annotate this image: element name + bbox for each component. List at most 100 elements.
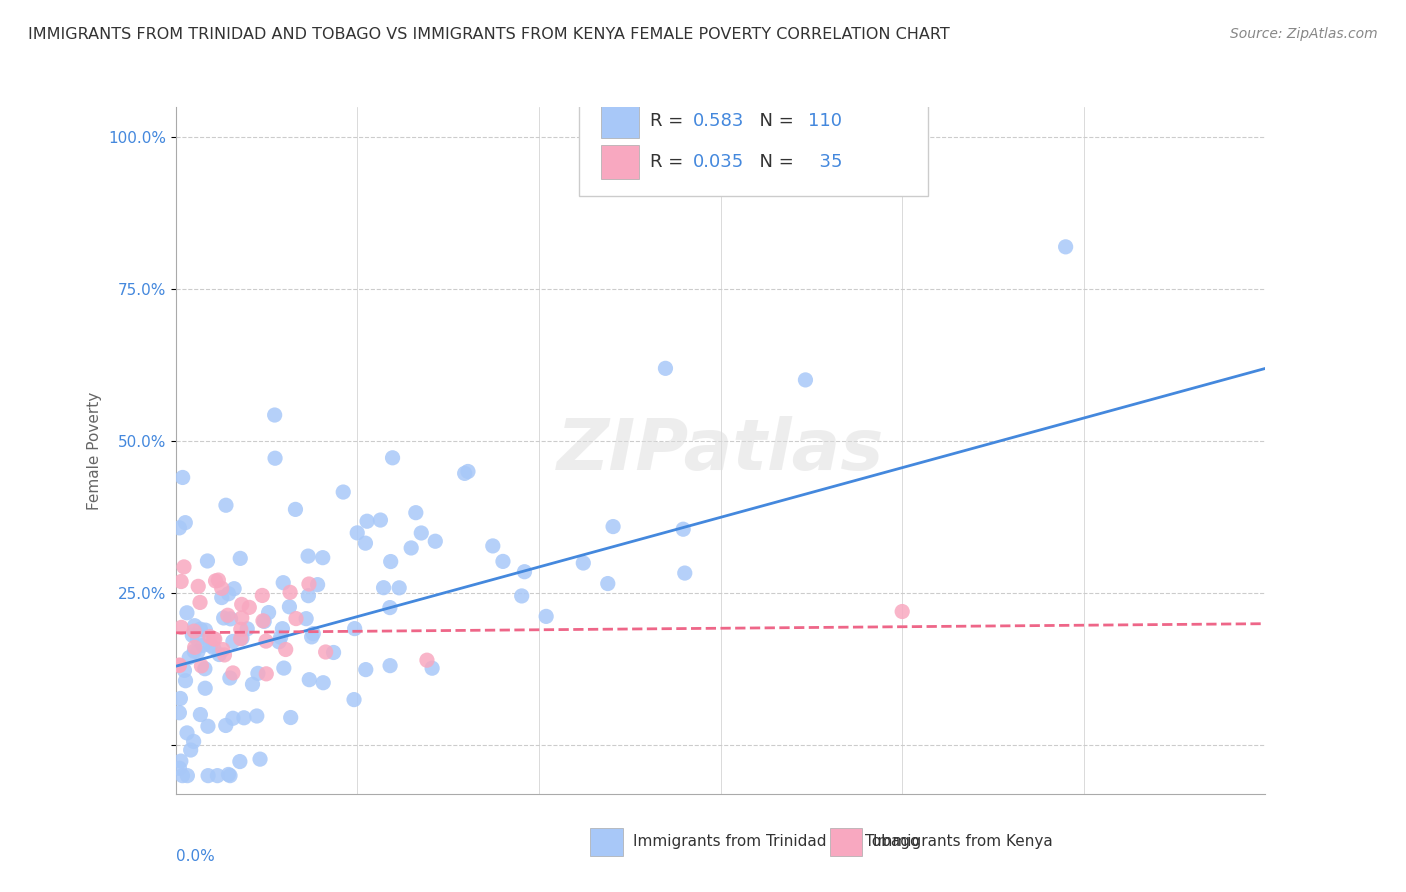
Point bbox=[246, 709, 269, 723]
Point bbox=[190, 659, 212, 673]
Point bbox=[891, 605, 914, 619]
Point bbox=[211, 582, 233, 596]
Point bbox=[231, 631, 253, 645]
Point bbox=[208, 648, 231, 662]
Point bbox=[207, 769, 229, 783]
Point bbox=[373, 581, 395, 595]
Text: IMMIGRANTS FROM TRINIDAD AND TOBAGO VS IMMIGRANTS FROM KENYA FEMALE POVERTY CORR: IMMIGRANTS FROM TRINIDAD AND TOBAGO VS I… bbox=[28, 27, 950, 42]
Point bbox=[176, 769, 198, 783]
Text: 0.0%: 0.0% bbox=[176, 849, 215, 863]
Point bbox=[513, 565, 536, 579]
Point bbox=[222, 711, 245, 725]
Point bbox=[183, 640, 205, 655]
Point bbox=[510, 589, 533, 603]
Point bbox=[356, 514, 378, 528]
Text: Immigrants from Trinidad and Tobago: Immigrants from Trinidad and Tobago bbox=[633, 834, 920, 849]
Point bbox=[231, 598, 253, 612]
Point bbox=[174, 516, 197, 530]
Point bbox=[257, 606, 280, 620]
FancyBboxPatch shape bbox=[600, 145, 638, 179]
Point bbox=[602, 519, 624, 533]
Point bbox=[231, 611, 253, 625]
Point bbox=[187, 632, 209, 647]
Point bbox=[176, 726, 198, 740]
Point bbox=[169, 761, 191, 775]
Point bbox=[252, 614, 274, 628]
Point bbox=[492, 554, 515, 568]
Point bbox=[794, 373, 817, 387]
FancyBboxPatch shape bbox=[600, 103, 638, 138]
Text: Immigrants from Kenya: Immigrants from Kenya bbox=[873, 834, 1053, 849]
Point bbox=[215, 718, 238, 732]
Point bbox=[181, 628, 204, 642]
Point bbox=[202, 640, 225, 655]
Point bbox=[200, 638, 222, 652]
Point bbox=[252, 589, 274, 603]
Point bbox=[370, 513, 392, 527]
Text: 35: 35 bbox=[808, 153, 842, 171]
Point bbox=[222, 634, 245, 648]
Point bbox=[380, 555, 402, 569]
Y-axis label: Female Poverty: Female Poverty bbox=[87, 392, 103, 509]
Point bbox=[197, 554, 219, 568]
Point bbox=[217, 608, 239, 623]
Point bbox=[183, 618, 205, 632]
Point bbox=[217, 767, 239, 781]
Point bbox=[297, 589, 319, 603]
Point bbox=[254, 666, 277, 681]
Point bbox=[453, 467, 475, 481]
Point bbox=[654, 361, 676, 376]
Point bbox=[172, 769, 194, 783]
Point bbox=[173, 664, 195, 678]
Point bbox=[672, 522, 695, 536]
Point bbox=[170, 620, 193, 634]
Point bbox=[322, 645, 344, 659]
Point bbox=[673, 566, 696, 580]
Point bbox=[238, 600, 260, 615]
Point bbox=[232, 711, 254, 725]
Point bbox=[236, 622, 259, 636]
Point bbox=[302, 626, 325, 640]
Point bbox=[253, 615, 276, 629]
Text: 0.035: 0.035 bbox=[693, 153, 745, 171]
Point bbox=[207, 573, 229, 587]
Point bbox=[354, 663, 377, 677]
Text: ZIPatlas: ZIPatlas bbox=[557, 416, 884, 485]
FancyBboxPatch shape bbox=[579, 87, 928, 196]
Point bbox=[187, 579, 209, 593]
Point bbox=[274, 642, 297, 657]
Point bbox=[343, 692, 366, 706]
Point bbox=[183, 624, 205, 639]
Point bbox=[183, 734, 205, 748]
Point bbox=[425, 534, 447, 549]
Point bbox=[264, 451, 287, 466]
Point bbox=[354, 536, 377, 550]
Point bbox=[315, 645, 337, 659]
Point bbox=[271, 575, 294, 590]
Point bbox=[249, 752, 271, 766]
Point bbox=[280, 710, 302, 724]
Point bbox=[170, 754, 193, 768]
Point bbox=[278, 585, 301, 599]
Point bbox=[170, 574, 193, 589]
Point bbox=[169, 658, 191, 673]
Point bbox=[405, 506, 427, 520]
Point bbox=[194, 623, 217, 637]
Point bbox=[190, 622, 212, 636]
Point bbox=[420, 661, 443, 675]
Point bbox=[297, 549, 319, 563]
FancyBboxPatch shape bbox=[830, 828, 862, 855]
Point bbox=[312, 675, 335, 690]
Point bbox=[301, 630, 323, 644]
Point bbox=[457, 465, 479, 479]
Point bbox=[254, 634, 277, 648]
Point bbox=[298, 673, 321, 687]
Text: 0.583: 0.583 bbox=[693, 112, 745, 129]
Point bbox=[218, 671, 240, 685]
Point bbox=[399, 541, 422, 555]
Point bbox=[229, 632, 252, 646]
Point bbox=[534, 609, 557, 624]
Point bbox=[267, 634, 290, 648]
Point bbox=[346, 525, 368, 540]
Point bbox=[229, 622, 252, 636]
